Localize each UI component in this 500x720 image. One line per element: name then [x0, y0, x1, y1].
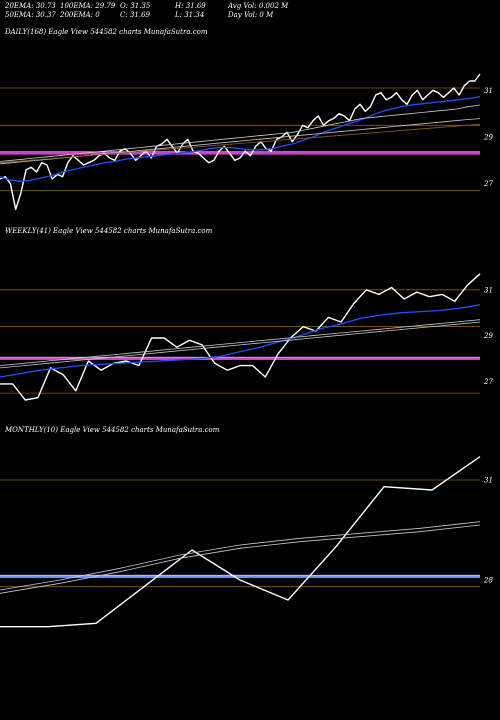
header-day-vol: Day Vol: 0 M [227, 11, 274, 19]
daily-panel-title: DAILY(168) Eagle View 544582 charts Muna… [4, 28, 208, 36]
weekly-ema-slow-line [0, 321, 481, 369]
header-20ema: 20EMA: 30.73 [4, 2, 56, 10]
header-200ema: 200EMA: 0 [59, 11, 100, 19]
weekly-panel-title: WEEKLY(41) Eagle View 544582 charts Muna… [5, 227, 213, 235]
header-avg-vol: Avg Vol: 0.002 M [227, 2, 289, 10]
daily-ema-grid-line [0, 123, 481, 164]
header: 20EMA: 30.73 100EMA: 29.79 O: 31.35 H: 3… [4, 2, 289, 19]
weekly-y-tick-label: 27 [483, 378, 493, 386]
weekly-y-tick-label: 31 [484, 286, 493, 294]
monthly-price-line [0, 456, 481, 628]
header-open: O: 31.35 [120, 2, 151, 10]
monthly-y-tick-label: 31 [484, 477, 493, 485]
weekly-price-line [0, 273, 481, 401]
header-high: H: 31.69 [174, 2, 206, 10]
weekly-ema-slow-line [0, 319, 481, 366]
daily-panel: DAILY(168) Eagle View 544582 charts Muna… [0, 28, 493, 211]
monthly-ema-slow-line [0, 521, 481, 591]
header-50ema: 50EMA: 30.37 [5, 11, 56, 19]
daily-y-tick-label: 31 [484, 87, 493, 95]
monthly-y-tick-label: 28 [483, 577, 493, 585]
daily-ema-slow-line [0, 104, 481, 162]
daily-y-tick-label: 29 [483, 134, 493, 142]
monthly-ema-slow-line [0, 524, 481, 594]
monthly-panel-title: MONTHLY(10) Eagle View 544582 charts Mun… [4, 426, 220, 434]
daily-price-line [0, 73, 481, 211]
daily-y-tick-label: 27 [483, 180, 493, 188]
header-low: L: 31.34 [174, 11, 204, 19]
header-close: C: 31.69 [120, 11, 151, 19]
weekly-panel: WEEKLY(41) Eagle View 544582 charts Muna… [0, 227, 493, 401]
weekly-ema-fast-line [0, 304, 481, 378]
monthly-panel: MONTHLY(10) Eagle View 544582 charts Mun… [0, 426, 493, 628]
header-100ema: 100EMA: 29.79 [60, 2, 116, 10]
weekly-y-tick-label: 29 [483, 332, 493, 340]
daily-ema-fast-line [0, 95, 481, 182]
